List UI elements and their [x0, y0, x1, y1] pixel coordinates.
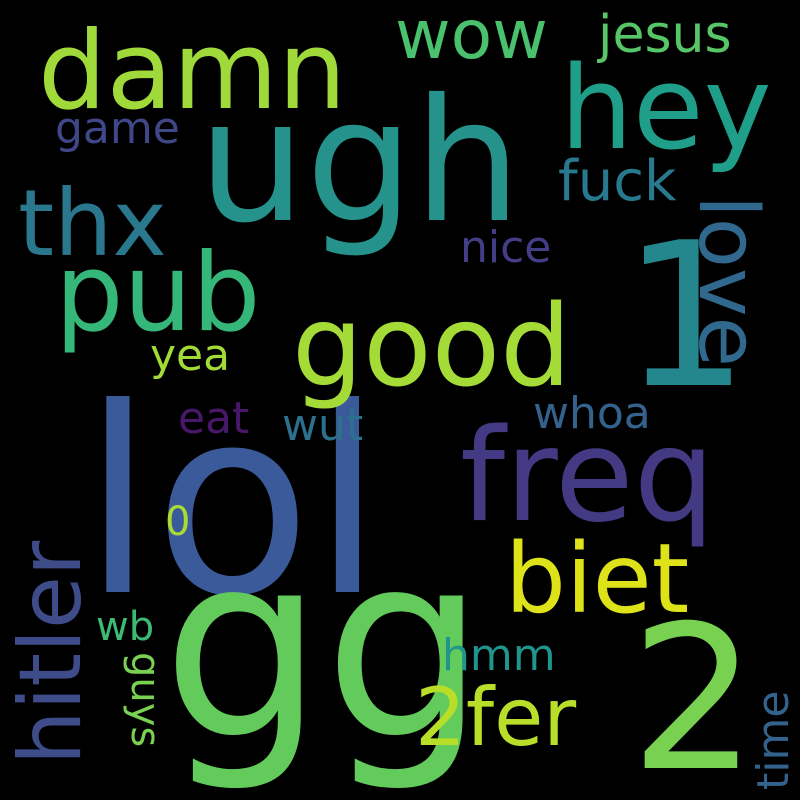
word-time: time: [748, 691, 799, 790]
word-wb: wb: [96, 604, 154, 650]
word-whoa: whoa: [533, 388, 651, 439]
word-gg: gg: [162, 499, 486, 796]
word-eat: eat: [178, 393, 249, 444]
word-damn: damn: [38, 9, 346, 134]
word-hitler: hitler: [1, 540, 101, 765]
word-two: 2: [630, 583, 757, 800]
word-yea: yea: [150, 330, 230, 381]
word-good: good: [292, 282, 571, 412]
word-thx: thx: [18, 170, 167, 277]
word-pub: pub: [55, 231, 261, 356]
word-fuck: fuck: [558, 149, 677, 214]
word-freq: freq: [460, 402, 715, 551]
word-hey: hey: [560, 42, 772, 176]
word-wut: wut: [282, 400, 363, 451]
word-zero: 0: [165, 499, 190, 545]
word-love: love: [680, 195, 775, 367]
word-one: 1: [622, 200, 749, 433]
word-wow: wow: [395, 0, 548, 75]
word-guys: guys: [122, 652, 168, 747]
word-2fer: 2fer: [415, 671, 576, 764]
word-biet: biet: [505, 523, 689, 635]
word-lol: lol: [82, 353, 383, 653]
word-nice: nice: [460, 222, 551, 273]
word-ugh: ugh: [198, 63, 521, 261]
word-jesus: jesus: [597, 5, 732, 65]
word-hmm: hmm: [442, 630, 556, 681]
word-game: game: [55, 103, 180, 154]
